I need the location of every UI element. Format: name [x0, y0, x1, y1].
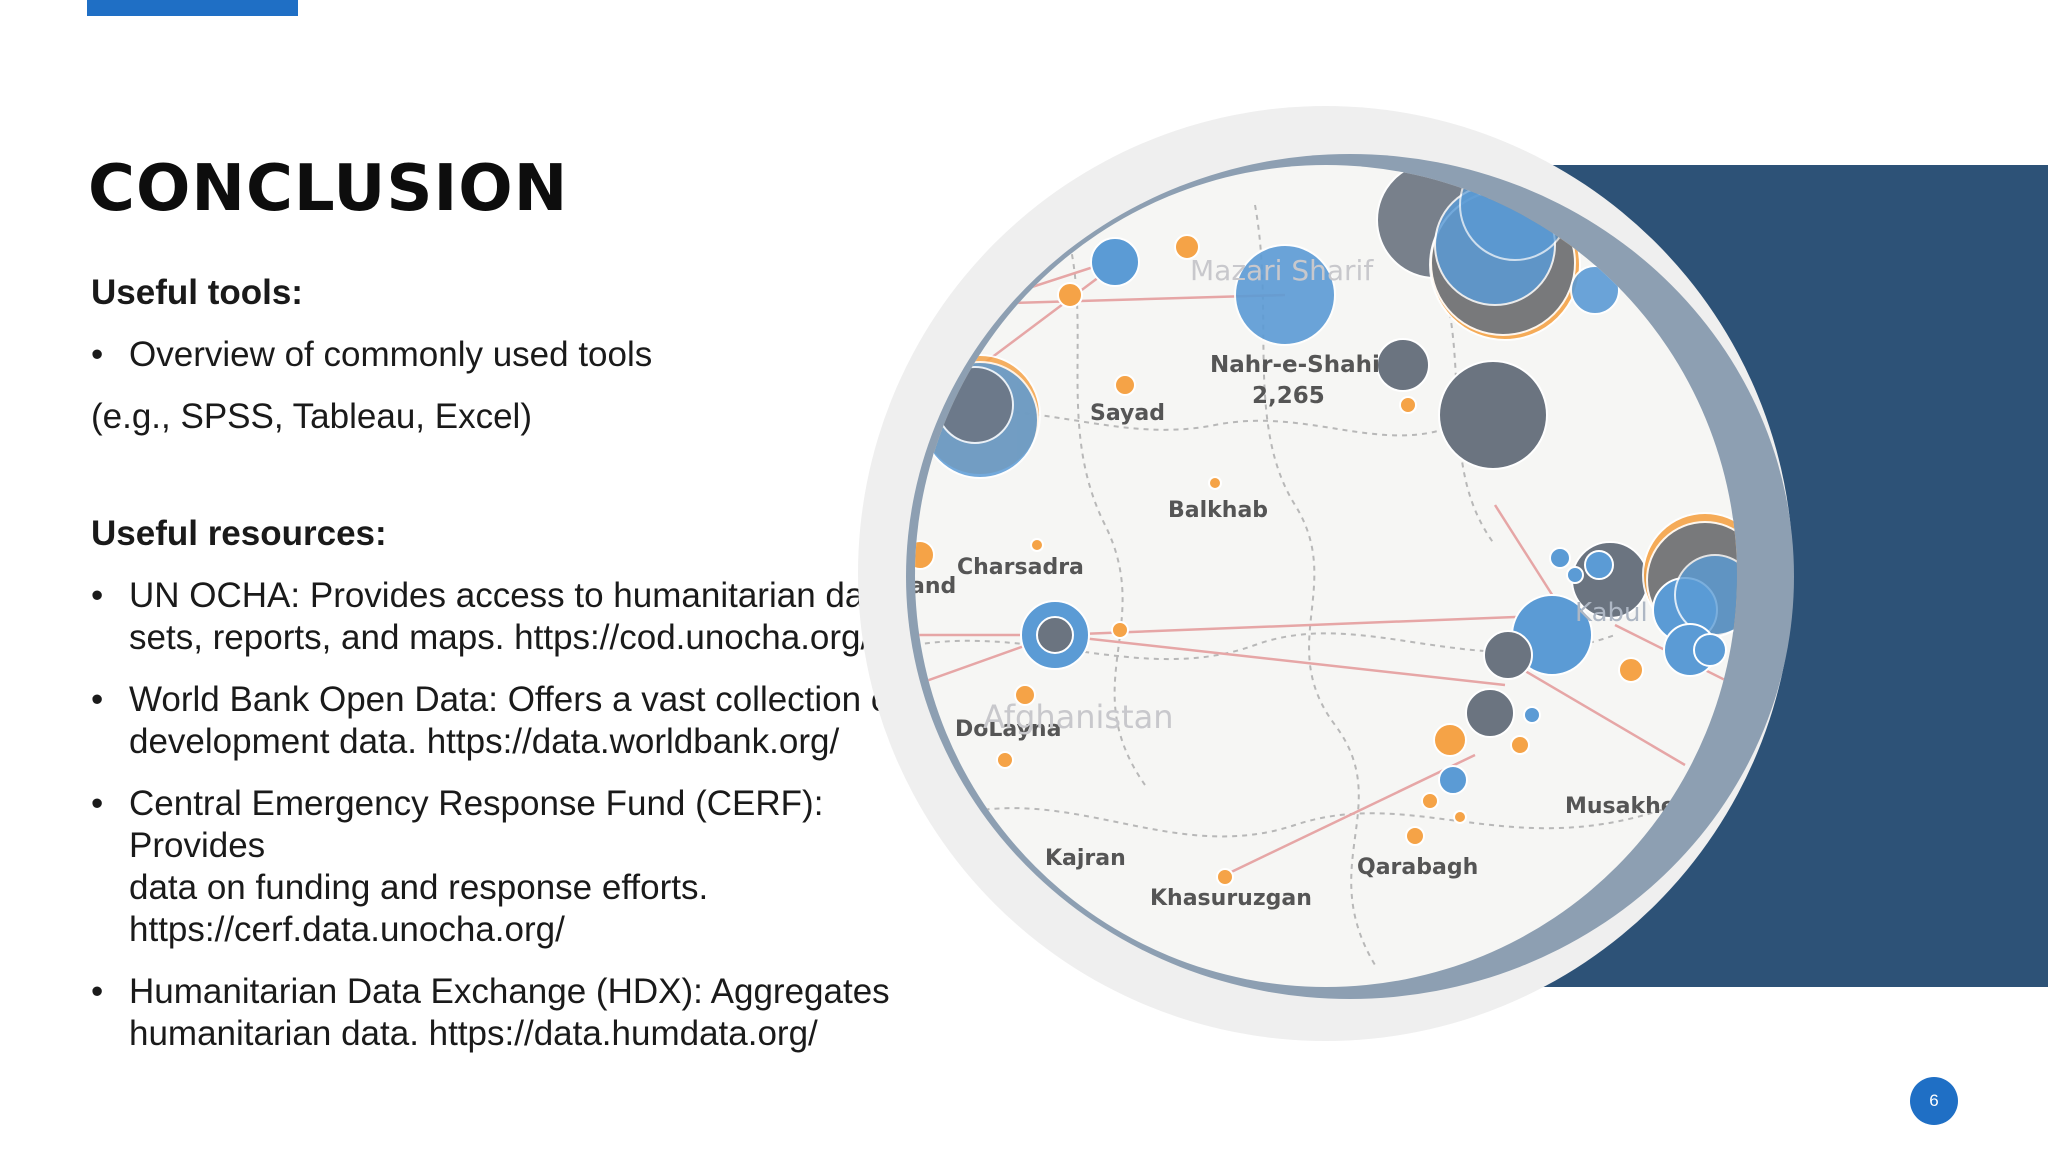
resource-line: Humanitarian Data Exchange (HDX): Aggreg…	[129, 972, 890, 1011]
resource-line: UN OCHA: Provides access to humanitarian…	[129, 576, 894, 615]
label-kajran: Kajran	[1045, 846, 1126, 871]
label-kabul: Kabul	[1575, 598, 1648, 628]
accent-bar	[87, 0, 298, 16]
resource-line: World Bank Open Data: Offers a vast coll…	[129, 680, 901, 719]
resource-line: development data. https://data.worldbank…	[129, 722, 840, 761]
resource-cerf: Central Emergency Response Fund (CERF): …	[91, 783, 951, 951]
tools-heading: Useful tools:	[91, 273, 303, 312]
resources-heading: Useful resources:	[91, 514, 387, 553]
resource-line: sets, reports, and maps. https://cod.uno…	[129, 618, 871, 657]
label-nahr: Nahr-e-Shahi	[1210, 352, 1380, 378]
label-sayad: Sayad	[1090, 401, 1165, 426]
label-dolayna: DoLayna	[955, 717, 1061, 742]
slide-content: Useful tools: Overview of commonly used …	[91, 272, 951, 1075]
resource-world-bank: World Bank Open Data: Offers a vast coll…	[91, 679, 951, 763]
tools-note: (e.g., SPSS, Tableau, Excel)	[91, 397, 532, 436]
resource-line: humanitarian data. https://data.humdata.…	[129, 1014, 818, 1053]
page-number-badge: 6	[1910, 1077, 1958, 1125]
tools-bullet: Overview of commonly used tools	[91, 334, 951, 376]
resource-line: https://cerf.data.unocha.org/	[129, 910, 565, 949]
resource-line: Central Emergency Response Fund (CERF): …	[129, 784, 824, 865]
resource-hdx: Humanitarian Data Exchange (HDX): Aggreg…	[91, 971, 951, 1055]
label-nahr-value: 2,265	[1252, 383, 1325, 409]
label-mazari: Mazari Sharif	[1190, 254, 1374, 287]
resource-un-ocha: UN OCHA: Provides access to humanitarian…	[91, 575, 951, 659]
label-charsadra: Charsadra	[957, 555, 1084, 580]
label-balkhab: Balkhab	[1168, 498, 1268, 523]
label-musakhel: Musakhe	[1565, 794, 1676, 819]
map-labels: Mazari Sharif Nahr-e-Shahi 2,265 Sayad B…	[915, 254, 1676, 911]
label-qarabagh: Qarabagh	[1357, 855, 1478, 880]
label-khasuruzgan: Khasuruzgan	[1150, 886, 1312, 911]
tools-list: Overview of commonly used tools	[91, 334, 951, 376]
resource-line: data on funding and response efforts.	[129, 868, 709, 907]
label-and: and	[915, 574, 956, 599]
map-image: Mazari Sharif Nahr-e-Shahi 2,265 Sayad B…	[915, 165, 1737, 987]
resources-list: UN OCHA: Provides access to humanitarian…	[91, 575, 951, 1055]
slide-title: CONCLUSION	[88, 152, 569, 226]
label-afghanistan: Afghanistan	[983, 698, 1174, 736]
